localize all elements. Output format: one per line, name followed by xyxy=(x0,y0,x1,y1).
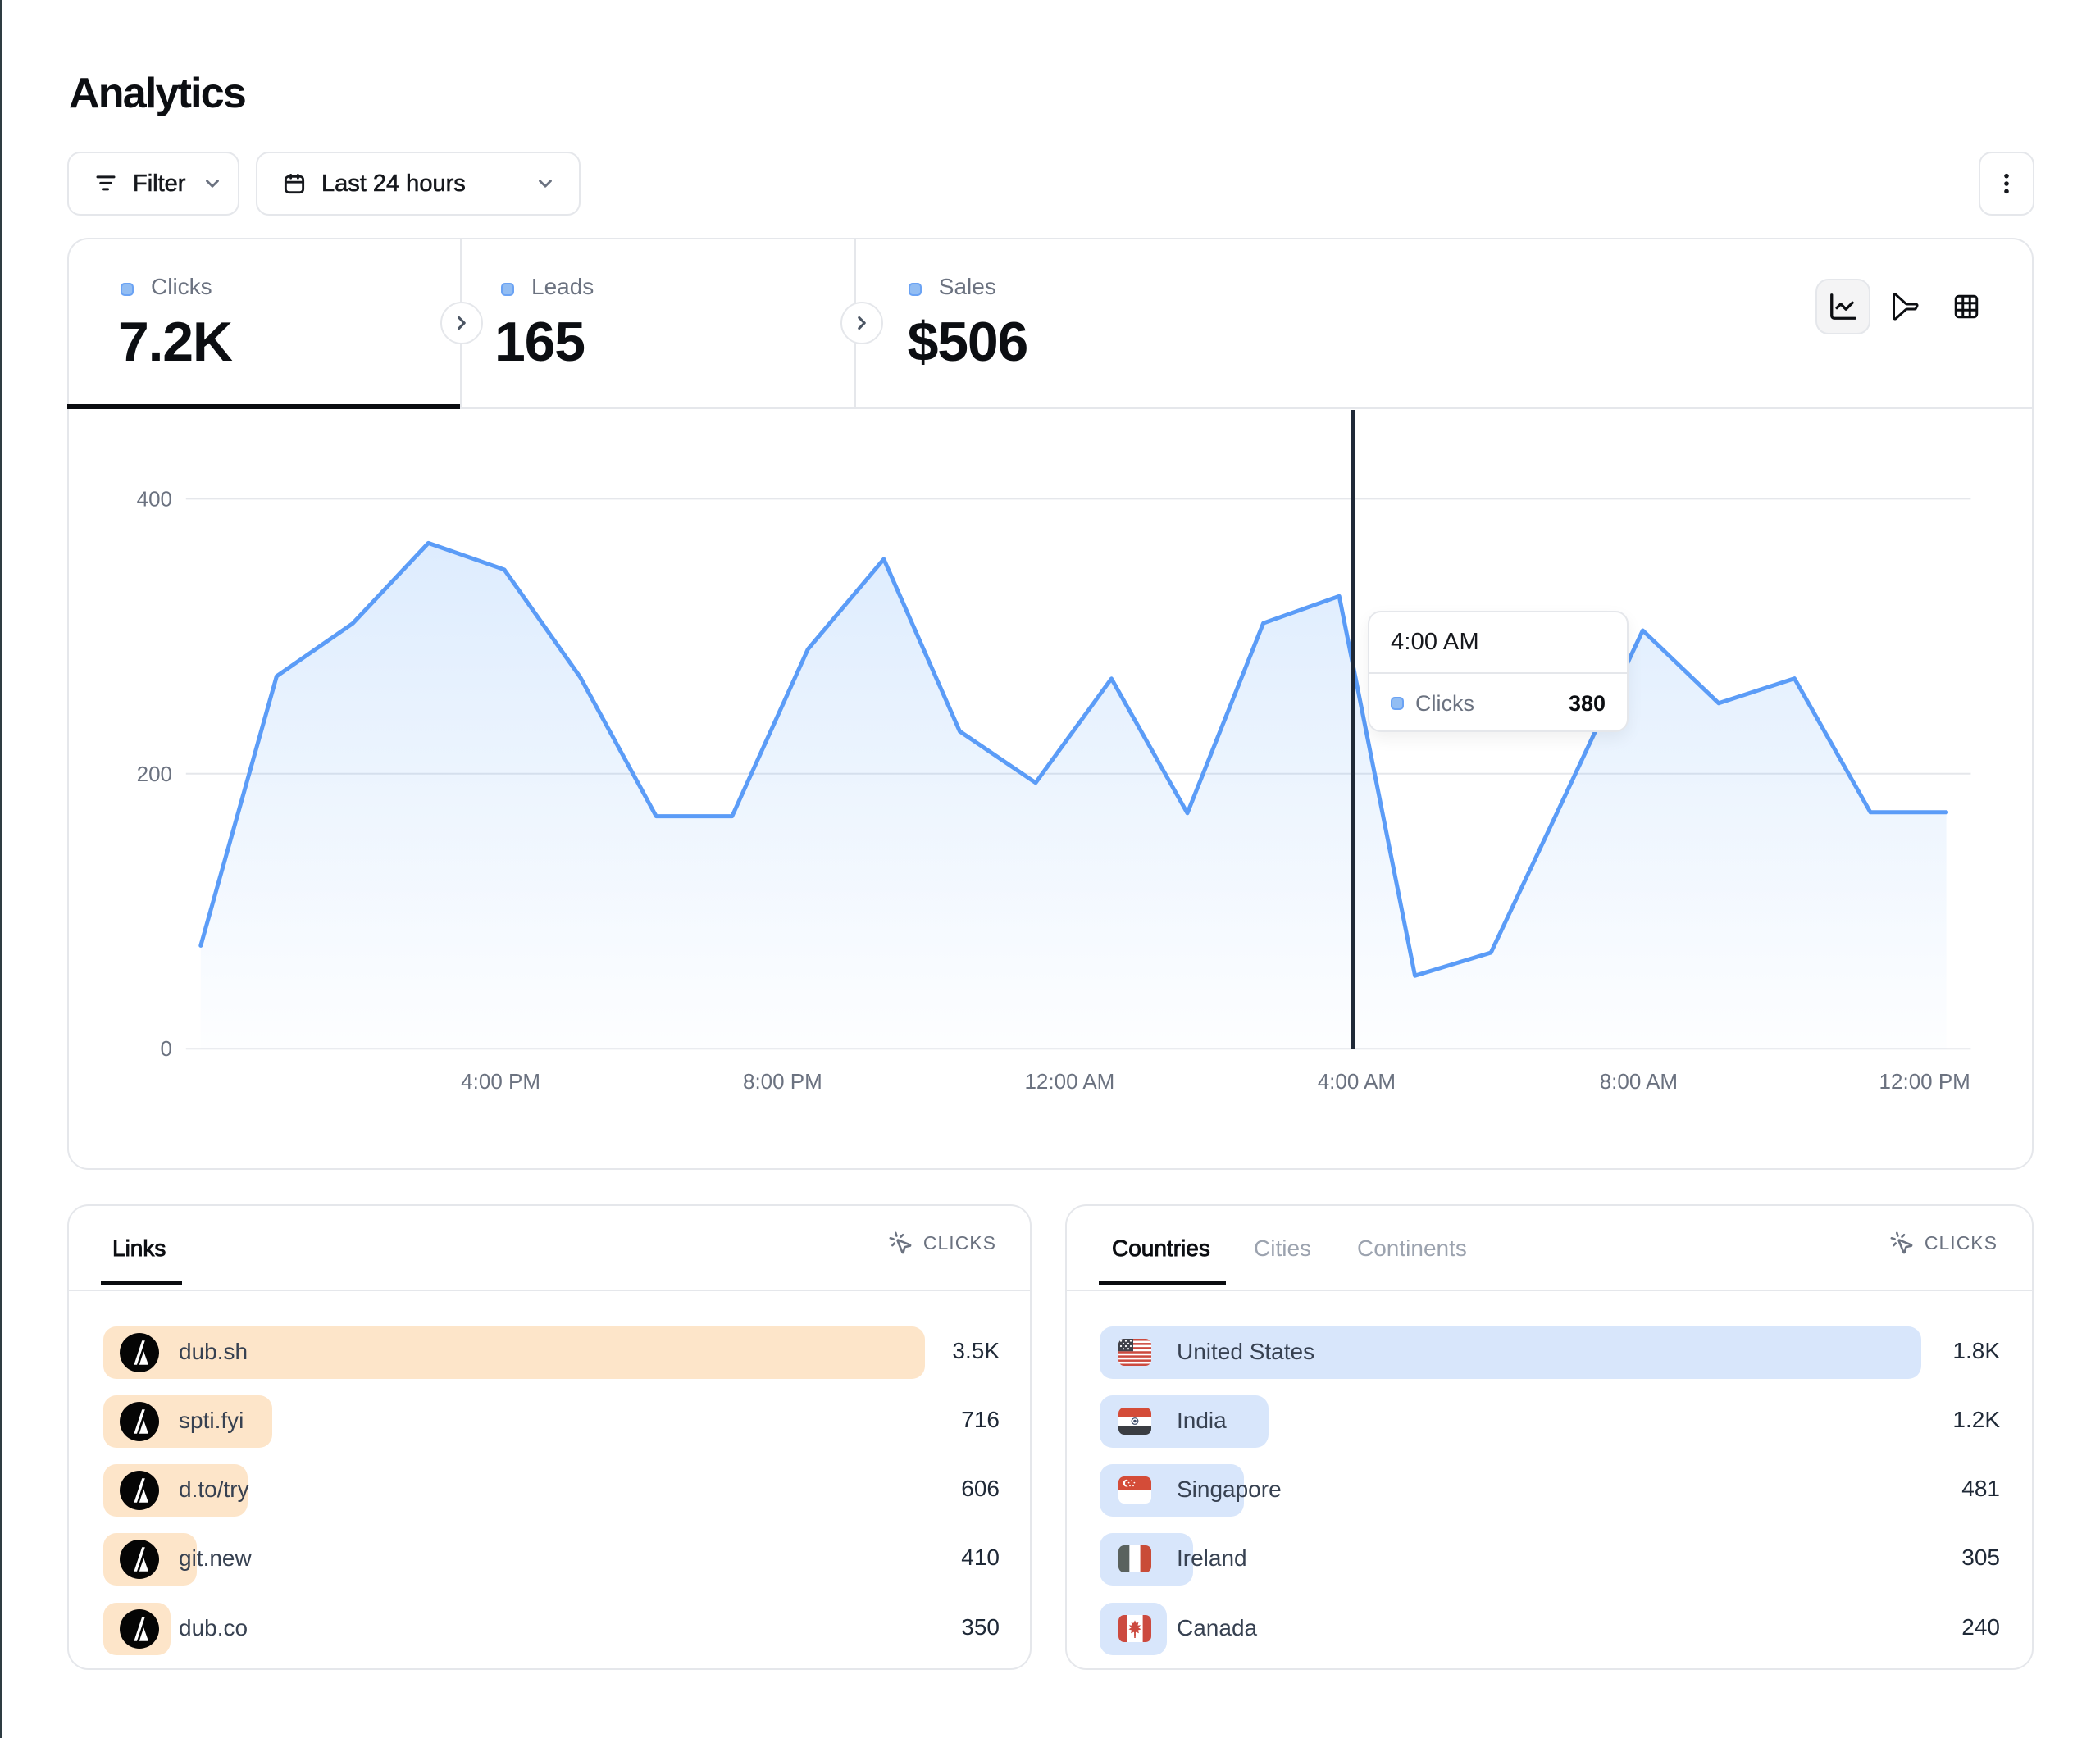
svg-text:400: 400 xyxy=(137,486,172,511)
svg-text:8:00 AM: 8:00 AM xyxy=(1600,1069,1678,1094)
svg-text:8:00 PM: 8:00 PM xyxy=(743,1069,822,1094)
svg-text:12:00 AM: 12:00 AM xyxy=(1024,1069,1114,1094)
svg-text:200: 200 xyxy=(137,762,172,786)
svg-text:0: 0 xyxy=(161,1036,172,1061)
svg-text:12:00 PM: 12:00 PM xyxy=(1879,1069,1970,1094)
svg-text:4:00 PM: 4:00 PM xyxy=(461,1069,540,1094)
svg-text:4:00 AM: 4:00 AM xyxy=(1318,1069,1396,1094)
